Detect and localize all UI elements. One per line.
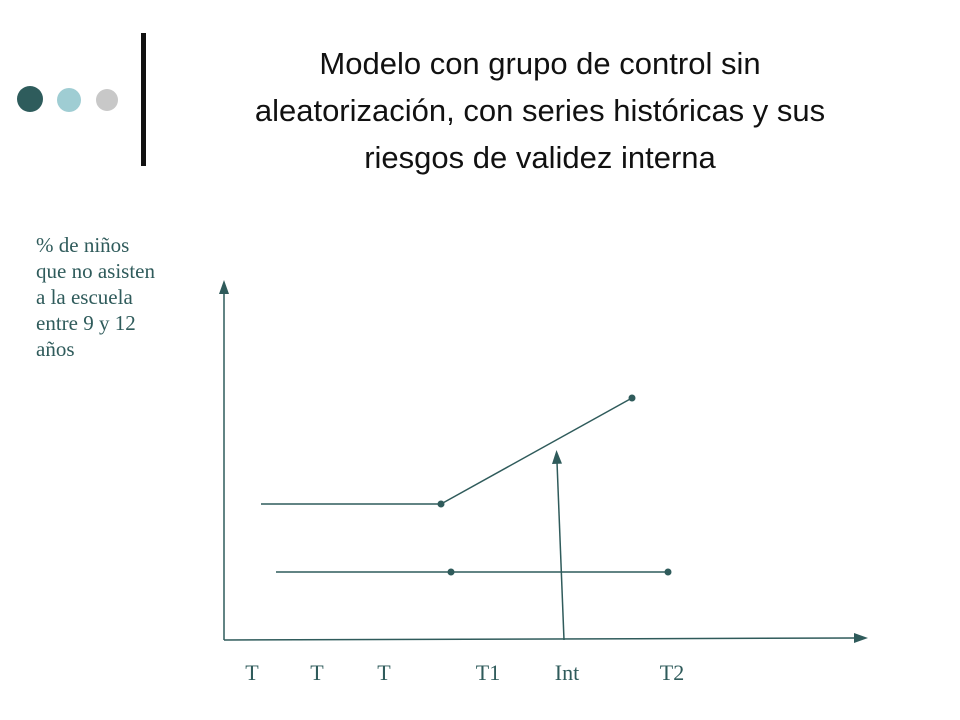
x-axis-line (223, 637, 856, 641)
x-tick-t1: T1 (476, 660, 500, 685)
slide-title: Modelo con grupo de control sin aleatori… (160, 40, 920, 181)
title-line-2: aleatorización, con series históricas y … (254, 93, 826, 128)
x-tick-t-3: T (377, 660, 391, 685)
control-point-t1 (447, 568, 455, 576)
y-label-line-5: años (36, 337, 75, 361)
intervention-arrowhead (552, 450, 562, 464)
x-tick-t2: T2 (660, 660, 684, 685)
x-tick-int: Int (555, 660, 579, 685)
treatment-rising-segment (440, 397, 633, 505)
title-separator-bar (141, 33, 146, 166)
y-axis-arrowhead (219, 280, 229, 294)
decorative-dot-dark (17, 86, 43, 112)
title-line-1: Modelo con grupo de control sin (319, 46, 761, 81)
x-axis-arrowhead (854, 633, 868, 643)
y-label-line-1: % de niños (36, 233, 130, 257)
x-tick-t-2: T (310, 660, 324, 685)
treatment-point-t1 (437, 500, 445, 508)
title-line-3: riesgos de validez interna (364, 140, 716, 175)
x-tick-t-1: T (245, 660, 259, 685)
y-label-line-4: entre 9 y 12 (36, 311, 136, 335)
y-axis-label: % de niños que no asisten a la escuela e… (36, 232, 155, 362)
y-label-line-3: a la escuela (36, 285, 133, 309)
treatment-point-t2 (628, 394, 636, 402)
decorative-dot-light (57, 88, 81, 112)
control-point-t2 (664, 568, 672, 576)
y-label-line-2: que no asisten (36, 259, 155, 283)
intervention-arrow-line (556, 461, 565, 641)
decorative-dot-gray (96, 89, 118, 111)
